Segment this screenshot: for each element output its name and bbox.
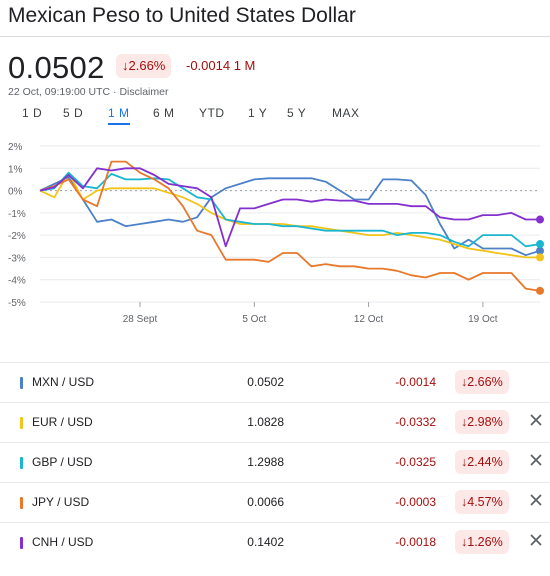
pair-change: -0.0003 [395, 495, 436, 509]
series-color-swatch [20, 377, 23, 389]
pair-change-percent: 2.98% [467, 415, 503, 429]
x-tick-label: 19 Oct [468, 314, 498, 325]
header-divider [0, 36, 550, 37]
pair-change-percent-badge: ↓1.26% [455, 530, 509, 554]
close-icon[interactable] [528, 412, 544, 428]
pair-change-percent: 1.26% [467, 535, 503, 549]
pair-change-percent-badge: ↓2.98% [455, 410, 509, 434]
tab-6m[interactable]: 6 M [153, 106, 175, 120]
series-endpoint-gbp [536, 240, 544, 249]
close-icon[interactable] [528, 492, 544, 508]
pair-name: MXN / USD [32, 375, 95, 389]
arrow-down-icon: ↓ [461, 375, 468, 389]
y-tick-label: -2% [8, 231, 26, 242]
list-item[interactable]: MXN / USD 0.0502 -0.0014 ↓2.66% [0, 362, 550, 403]
series-color-swatch [20, 457, 23, 469]
arrow-down-icon: ↓ [122, 58, 129, 73]
y-tick-label: 2% [8, 142, 23, 153]
tab-5y[interactable]: 5 Y [287, 106, 307, 120]
series-color-swatch [20, 497, 23, 509]
tab-1d[interactable]: 1 D [22, 106, 43, 120]
list-item[interactable]: GBP / USD 1.2988 -0.0325 ↓2.44% [0, 442, 550, 483]
pair-change-percent-badge: ↓2.44% [455, 450, 509, 474]
arrow-down-icon: ↓ [461, 535, 468, 549]
pair-change: -0.0332 [395, 415, 436, 429]
pair-change: -0.0014 [395, 375, 436, 389]
y-tick-label: -1% [8, 209, 26, 220]
pair-change-percent: 4.57% [467, 495, 503, 509]
tab-5d[interactable]: 5 D [63, 106, 84, 120]
range-tabs: 1 D 5 D 1 M 6 M YTD 1 Y 5 Y MAX [0, 106, 550, 128]
y-tick-label: -3% [8, 253, 26, 264]
series-endpoint-eur [536, 253, 544, 262]
tab-ytd[interactable]: YTD [199, 106, 225, 120]
tab-1m[interactable]: 1 M [108, 106, 130, 125]
list-item[interactable]: CNH / USD 0.1402 -0.0018 ↓1.26% [0, 522, 550, 563]
pair-change-percent: 2.44% [467, 455, 503, 469]
close-icon[interactable] [528, 532, 544, 548]
x-tick-label: 12 Oct [354, 314, 384, 325]
arrow-down-icon: ↓ [461, 455, 468, 469]
y-tick-label: 0% [8, 187, 23, 198]
y-tick-label: -5% [8, 298, 26, 309]
series-endpoint-cnh [536, 215, 544, 224]
x-tick-label: 28 Sept [123, 314, 158, 325]
pair-value: 0.0066 [247, 495, 284, 509]
series-line-jpy [39, 160, 541, 292]
change-percent-badge: ↓2.66% [116, 54, 172, 78]
series-line-cnh [39, 167, 540, 248]
timestamp-disclaimer: 22 Oct, 09:19:00 UTC · Disclaimer [8, 86, 169, 98]
change-percent: 2.66% [128, 58, 166, 73]
series-color-swatch [20, 417, 23, 429]
list-item[interactable]: JPY / USD 0.0066 -0.0003 ↓4.57% [0, 482, 550, 523]
current-price: 0.0502 [8, 50, 105, 85]
pair-change-percent-badge: ↓4.57% [455, 490, 509, 514]
arrow-down-icon: ↓ [461, 415, 468, 429]
page-title: Mexican Peso to United States Dollar [8, 4, 356, 27]
pair-name: GBP / USD [32, 455, 93, 469]
comparison-line-chart[interactable]: 2% 1% 0% -1% -2% -3% -4% -5% 28 Sept 5 Oct 12 Oct 1… [0, 136, 550, 358]
series-endpoint-jpy [536, 286, 544, 295]
tab-1y[interactable]: 1 Y [248, 106, 268, 120]
close-icon[interactable] [528, 452, 544, 468]
list-item[interactable]: EUR / USD 1.0828 -0.0332 ↓2.98% [0, 402, 550, 443]
pair-change-percent-badge: ↓2.66% [455, 370, 509, 394]
pair-change: -0.0325 [395, 455, 436, 469]
pair-name: EUR / USD [32, 415, 93, 429]
pair-name: JPY / USD [32, 495, 90, 509]
change-absolute: -0.0014 1 M [186, 58, 256, 73]
pair-value: 1.0828 [247, 415, 284, 429]
pair-value: 1.2988 [247, 455, 284, 469]
pair-change: -0.0018 [395, 535, 436, 549]
series-line-gbp [39, 171, 541, 248]
pair-value: 0.0502 [247, 375, 284, 389]
series-line-eur [39, 171, 540, 259]
pair-value: 0.1402 [247, 535, 284, 549]
series-endpoint-mxn [536, 246, 544, 255]
tab-max[interactable]: MAX [332, 106, 360, 120]
pair-change-percent: 2.66% [467, 375, 503, 389]
arrow-down-icon: ↓ [461, 495, 468, 509]
y-tick-label: -4% [8, 276, 26, 287]
x-tick-label: 5 Oct [242, 314, 266, 325]
series-line-mxn [39, 176, 541, 257]
y-tick-label: 1% [8, 164, 23, 175]
pair-name: CNH / USD [32, 535, 94, 549]
series-color-swatch [20, 537, 23, 549]
